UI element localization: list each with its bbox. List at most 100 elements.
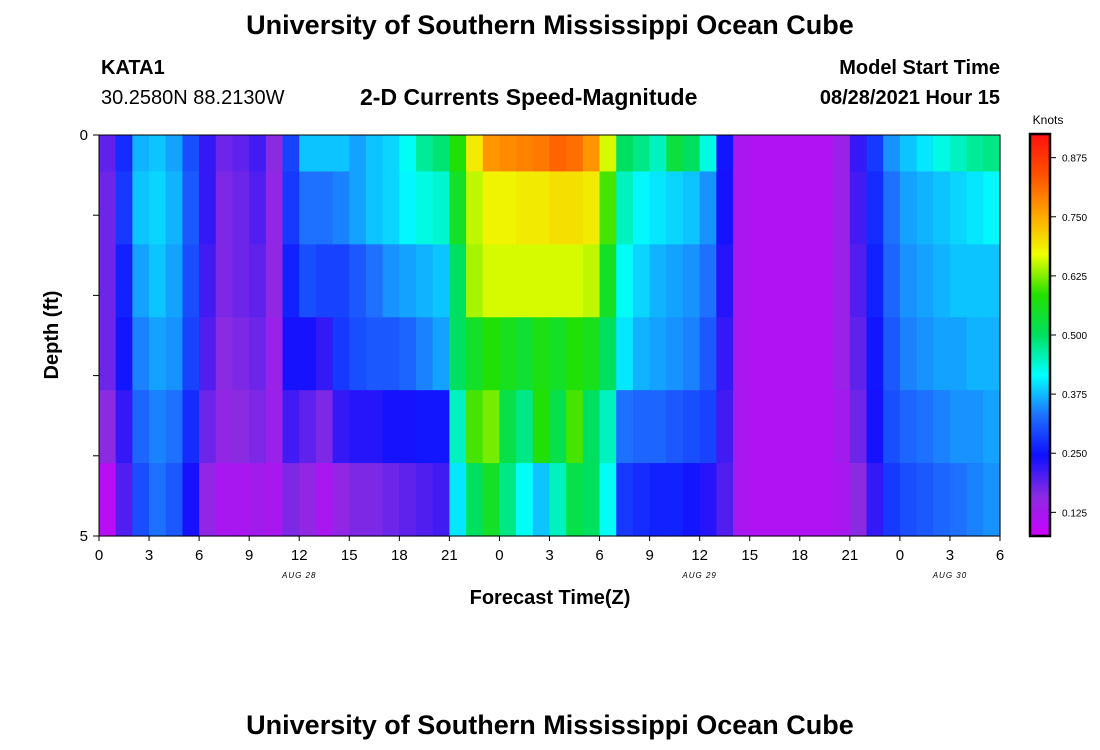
heatmap-cell [983,135,1001,173]
heatmap-cell [349,317,367,391]
x-tick-label: 0 [495,547,503,564]
heatmap-cell [115,244,133,318]
x-tick-label: 6 [195,547,203,564]
heatmap-cell [182,135,200,173]
heatmap-cell [282,317,300,391]
heatmap-cell [799,463,818,537]
heatmap-cell [883,317,901,391]
heatmap-cell [315,463,334,537]
heatmap-cell [215,171,234,245]
heatmap-cell [432,390,450,464]
heatmap-cell [449,390,467,464]
heatmap-cell [983,317,1001,391]
heatmap-cell [365,171,384,245]
heatmap-cell [549,135,567,173]
heatmap-cell [516,463,534,537]
colorbar-tick-label: 0.875 [1062,154,1087,165]
heatmap-cell [332,171,350,245]
heatmap-cell [466,135,484,173]
heatmap-cell [866,244,884,318]
heatmap-cell [249,135,267,173]
heatmap-cell [149,463,167,537]
colorbar-gradient [1030,134,1050,536]
heatmap-cell [749,171,768,245]
colorbar-tick-label: 0.250 [1062,449,1087,460]
heatmap-cell [182,244,200,318]
heatmap-cell [966,244,984,318]
heatmap-cell [499,244,517,318]
heatmap-cell [532,171,551,245]
heatmap-cell [482,171,501,245]
heatmap-cell [549,463,567,537]
heatmap-cell [282,135,300,173]
heatmap-cell [883,390,901,464]
heatmap-cell [566,390,584,464]
heatmap-cell [232,390,250,464]
heatmap-cell [549,390,567,464]
heatmap-cell [299,317,317,391]
heatmap-cell [766,390,784,464]
heatmap-cell [766,463,784,537]
heatmap-cell [682,463,701,537]
heatmap-cell [966,135,984,173]
heatmap-cell [599,244,617,318]
heatmap-cell [365,390,384,464]
heatmap-cell [833,317,851,391]
heatmap-cell [933,317,951,391]
heatmap-cell [849,463,868,537]
x-tick-label: 3 [946,547,954,564]
heatmap-cell [549,317,567,391]
product-title: 2-D Currents Speed-Magnitude [360,84,698,110]
heatmap-cell [816,317,834,391]
heatmap-cell [816,171,834,245]
colorbar-tick-label: 0.375 [1062,390,1087,401]
heatmap-cell [899,463,918,537]
heatmap-cell [466,390,484,464]
heatmap-cell [149,317,167,391]
heatmap-cell [966,171,984,245]
heatmap-cell [282,244,300,318]
heatmap-cell [165,171,184,245]
heatmap-cell [99,463,117,537]
model-start-value: 08/28/2021 Hour 15 [819,87,1000,109]
heatmap-cell [499,135,517,173]
heatmap-cell [632,135,651,173]
heatmap-cell [582,171,601,245]
colorbar-tick-label: 0.125 [1062,508,1087,519]
heatmap-cell [833,135,851,173]
heatmap-cell [699,317,717,391]
heatmap-cell [682,135,701,173]
heatmap-cell [866,390,884,464]
heatmap-cell [599,463,617,537]
heatmap-cell [532,463,551,537]
heatmap-cell [249,317,267,391]
heatmap-cell [449,463,467,537]
heatmap-cell [499,463,517,537]
heatmap-cell [165,135,184,173]
heatmap-cell [199,317,217,391]
heatmap-cell [916,135,934,173]
heatmap-cell [866,171,884,245]
heatmap-cell [416,244,434,318]
heatmap-cell [349,390,367,464]
heatmap-cell [365,317,384,391]
heatmap-cell [349,463,367,537]
page-title: University of Southern Mississippi Ocean… [246,10,854,40]
heatmap-cell [833,463,851,537]
heatmap-cell [883,135,901,173]
heatmap-cell [582,135,601,173]
x-tick-label: 0 [95,547,103,564]
colorbar-tick-label: 0.500 [1062,331,1087,342]
heatmap-cell [899,171,918,245]
heatmap-cell [199,390,217,464]
heatmap-cell [599,135,617,173]
heatmap-cell [282,463,300,537]
x-tick-label: 21 [841,547,858,564]
heatmap-cell [115,171,133,245]
heatmap-cell [682,171,701,245]
heatmap-cell [499,171,517,245]
heatmap-cell [682,244,701,318]
heatmap-cell [632,463,651,537]
heatmap-cell [649,244,667,318]
heatmap-cell [566,463,584,537]
